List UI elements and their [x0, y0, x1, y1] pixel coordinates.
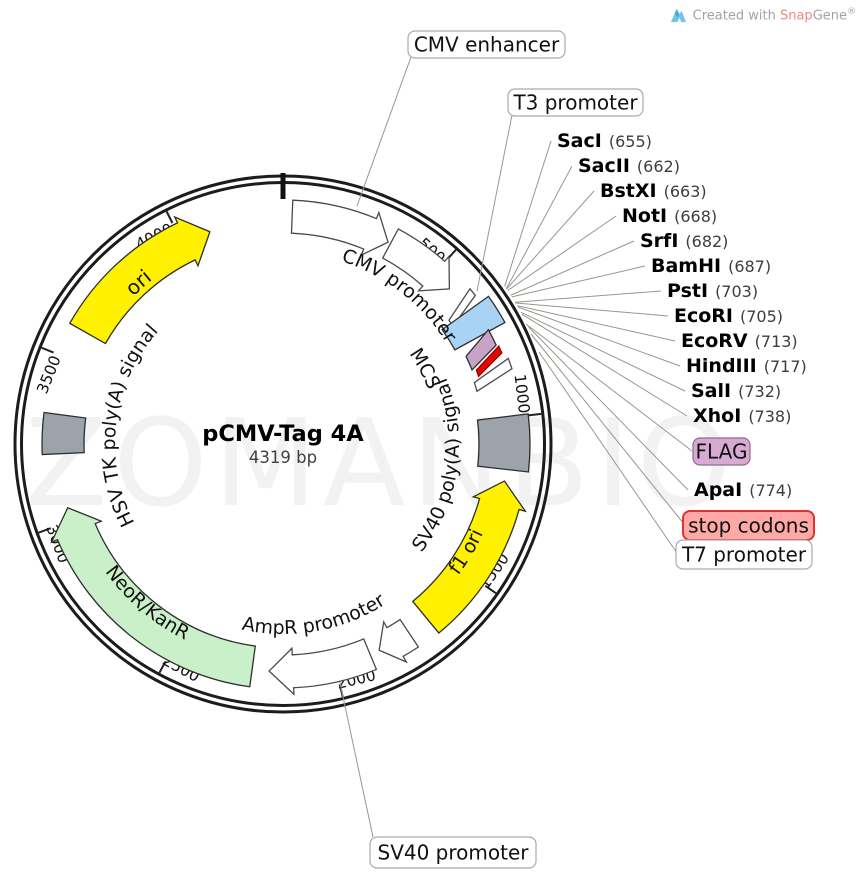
tick-mark-4000 [165, 211, 174, 224]
tick-mark-3000 [38, 527, 52, 534]
enzyme-label-BamHI: BamHI (687) [651, 255, 771, 277]
sv40-promoter-label-box [369, 836, 537, 869]
enzyme-line-SalI [520, 311, 686, 392]
enzyme-line-ApaI [528, 326, 689, 491]
feature-hsv-tk-polya-signal [41, 411, 87, 456]
feature-neor-kanr [50, 506, 257, 688]
tick-label-1000: 1000 [511, 373, 533, 414]
t3-promoter-label-text: T3 promoter [512, 91, 638, 115]
tick-mark-3500 [41, 346, 54, 354]
enzyme-line-SacI [504, 140, 552, 287]
feature-sv40-polya-signal [476, 413, 531, 473]
tick-label-3500: 3500 [33, 353, 64, 396]
t7-promoter-label-line [538, 351, 678, 554]
cmv-enhancer-label-line [356, 56, 412, 207]
enzyme-line-HindIII [517, 306, 681, 367]
enzyme-line-XhoI [521, 313, 688, 417]
enzyme-label-HindIII: HindIII (717) [686, 355, 807, 377]
tick-mark-1500 [484, 584, 497, 595]
feature-label-ampr-promoter: AmpR promoter [240, 589, 389, 639]
flag-label-text: FLAG [696, 440, 748, 464]
enzyme-label-PstI: PstI (703) [667, 280, 758, 302]
enzyme-label-EcoRV: EcoRV (713) [681, 330, 798, 352]
brand-snap: Snap [779, 8, 813, 24]
enzyme-label-SrfI: SrfI (682) [640, 230, 728, 252]
t3-promoter-label-line [476, 114, 513, 292]
feature-cmv-promoter [381, 228, 451, 292]
enzyme-label-SalI: SalI (732) [691, 380, 781, 402]
t7-promoter-label-text: T7 promoter [681, 543, 807, 567]
feature-sv40-promoter [268, 638, 378, 696]
enzyme-label-ApaI: ApaI (774) [694, 479, 792, 501]
watermark-text: ZOMANBIO [25, 395, 737, 534]
cmv-enhancer-label-text: CMV enhancer [414, 33, 560, 57]
feature-t7-promoter [473, 357, 513, 393]
enzyme-line-BstXI [506, 190, 595, 290]
enzyme-line-SrfI [510, 240, 635, 296]
enzyme-label-NotI: NotI (668) [622, 205, 717, 227]
enzyme-label-SacI: SacI (655) [557, 130, 652, 152]
flag-label-line [525, 323, 693, 452]
feature-ampr-promoter [378, 618, 420, 664]
snapgene-credit: Created with SnapGene® [669, 6, 856, 25]
sv40-promoter-label-line [335, 663, 374, 838]
plasmid-name: pCMV-Tag 4A [202, 421, 364, 447]
enzyme-label-XhoI: XhoI (738) [693, 405, 791, 427]
tick-mark-1000 [528, 412, 542, 417]
flag-label-box [692, 437, 751, 466]
snapgene-logo-icon [670, 8, 686, 23]
enzyme-line-SacII [505, 165, 573, 289]
enzyme-label-SacII: SacII (662) [578, 155, 680, 177]
feature-f1-ori [411, 480, 527, 634]
credit-text: Created with SnapGene® [692, 7, 856, 24]
feature-flag [465, 328, 497, 372]
enzyme-line-NotI [507, 215, 617, 292]
sv40-promoter-label-text: SV40 promoter [378, 841, 530, 865]
t7-promoter-label-box [675, 539, 813, 570]
registered-mark: ® [847, 7, 856, 18]
plasmid-size: 4319 bp [249, 448, 317, 467]
cmv-enhancer-label-box [407, 30, 566, 59]
enzyme-line-PstI [515, 290, 662, 303]
t3-promoter-label-box [507, 88, 644, 117]
feature-stop-codons [475, 344, 503, 378]
enzyme-label-BstXI: BstXI (663) [600, 180, 707, 202]
enzyme-line-EcoRI [515, 302, 669, 317]
feature-ori [68, 215, 211, 345]
enzyme-line-BamHI [511, 265, 646, 298]
tick-mark-2500 [158, 660, 167, 674]
enzyme-label-EcoRI: EcoRI (705) [674, 305, 783, 327]
enzyme-line-EcoRV [517, 305, 676, 342]
stop-codons-label-text: stop codons [688, 514, 809, 538]
brand-gene: Gene [812, 8, 847, 24]
feature-mcs [441, 295, 506, 351]
feature-cmv-enhancer [290, 199, 389, 257]
stop-codons-label-line [530, 333, 685, 525]
